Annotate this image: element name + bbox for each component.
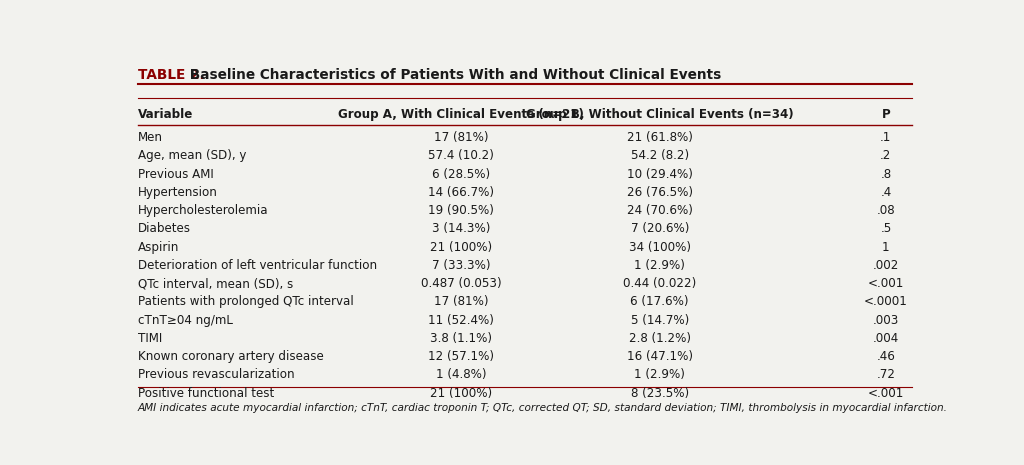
Text: 3 (14.3%): 3 (14.3%) [432,222,490,235]
Text: Known coronary artery disease: Known coronary artery disease [137,350,324,363]
Text: .002: .002 [872,259,899,272]
Text: .003: .003 [872,313,899,326]
Text: .1: .1 [881,131,892,144]
Text: 19 (90.5%): 19 (90.5%) [428,204,495,217]
Text: <.001: <.001 [867,386,904,399]
Text: 10 (29.4%): 10 (29.4%) [627,167,692,180]
Text: Variable: Variable [137,108,193,121]
Text: <.001: <.001 [867,277,904,290]
Text: Hypercholesterolemia: Hypercholesterolemia [137,204,268,217]
Text: 7 (33.3%): 7 (33.3%) [432,259,490,272]
Text: QTc interval, mean (SD), s: QTc interval, mean (SD), s [137,277,293,290]
Text: <.0001: <.0001 [864,295,908,308]
Text: 1: 1 [882,240,890,253]
Text: 1 (2.9%): 1 (2.9%) [634,259,685,272]
Text: 21 (61.8%): 21 (61.8%) [627,131,692,144]
Text: Baseline Characteristics of Patients With and Without Clinical Events: Baseline Characteristics of Patients Wit… [185,68,721,82]
Text: 2.8 (1.2%): 2.8 (1.2%) [629,332,691,345]
Text: 26 (76.5%): 26 (76.5%) [627,186,692,199]
Text: 6 (17.6%): 6 (17.6%) [631,295,689,308]
Text: 8 (23.5%): 8 (23.5%) [631,386,689,399]
Text: Deterioration of left ventricular function: Deterioration of left ventricular functi… [137,259,377,272]
Text: 54.2 (8.2): 54.2 (8.2) [631,149,689,162]
Text: P: P [882,108,890,121]
Text: .8: .8 [881,167,892,180]
Text: .46: .46 [877,350,895,363]
Text: Aspirin: Aspirin [137,240,179,253]
Text: cTnT≥04 ng/mL: cTnT≥04 ng/mL [137,313,232,326]
Text: 14 (66.7%): 14 (66.7%) [428,186,495,199]
Text: .5: .5 [881,222,892,235]
Text: 21 (100%): 21 (100%) [430,240,493,253]
Text: 11 (52.4%): 11 (52.4%) [428,313,495,326]
Text: Men: Men [137,131,163,144]
Text: 0.487 (0.053): 0.487 (0.053) [421,277,502,290]
Text: Previous revascularization: Previous revascularization [137,368,294,381]
Text: Group A, With Clinical Events (n=21): Group A, With Clinical Events (n=21) [338,108,585,121]
Text: 24 (70.6%): 24 (70.6%) [627,204,692,217]
Text: 6 (28.5%): 6 (28.5%) [432,167,490,180]
Text: .2: .2 [881,149,892,162]
Text: Hypertension: Hypertension [137,186,217,199]
Text: 1 (2.9%): 1 (2.9%) [634,368,685,381]
Text: .4: .4 [881,186,892,199]
Text: Previous AMI: Previous AMI [137,167,213,180]
Text: 17 (81%): 17 (81%) [434,295,488,308]
Text: 17 (81%): 17 (81%) [434,131,488,144]
Text: Age, mean (SD), y: Age, mean (SD), y [137,149,246,162]
Text: Patients with prolonged QTc interval: Patients with prolonged QTc interval [137,295,353,308]
Text: 21 (100%): 21 (100%) [430,386,493,399]
Text: .004: .004 [872,332,899,345]
Text: 3.8 (1.1%): 3.8 (1.1%) [430,332,493,345]
Text: TABLE 2.: TABLE 2. [137,68,204,82]
Text: 0.44 (0.022): 0.44 (0.022) [623,277,696,290]
Text: 57.4 (10.2): 57.4 (10.2) [428,149,495,162]
Text: 34 (100%): 34 (100%) [629,240,691,253]
Text: Positive functional test: Positive functional test [137,386,273,399]
Text: Diabetes: Diabetes [137,222,190,235]
Text: .72: .72 [877,368,895,381]
Text: 16 (47.1%): 16 (47.1%) [627,350,692,363]
Text: 5 (14.7%): 5 (14.7%) [631,313,689,326]
Text: .08: .08 [877,204,895,217]
Text: TIMI: TIMI [137,332,162,345]
Text: Group B, Without Clinical Events (n=34): Group B, Without Clinical Events (n=34) [526,108,794,121]
Text: 7 (20.6%): 7 (20.6%) [631,222,689,235]
Text: 12 (57.1%): 12 (57.1%) [428,350,495,363]
Text: AMI indicates acute myocardial infarction; cTnT, cardiac troponin T; QTc, correc: AMI indicates acute myocardial infarctio… [137,403,947,413]
Text: 1 (4.8%): 1 (4.8%) [436,368,486,381]
